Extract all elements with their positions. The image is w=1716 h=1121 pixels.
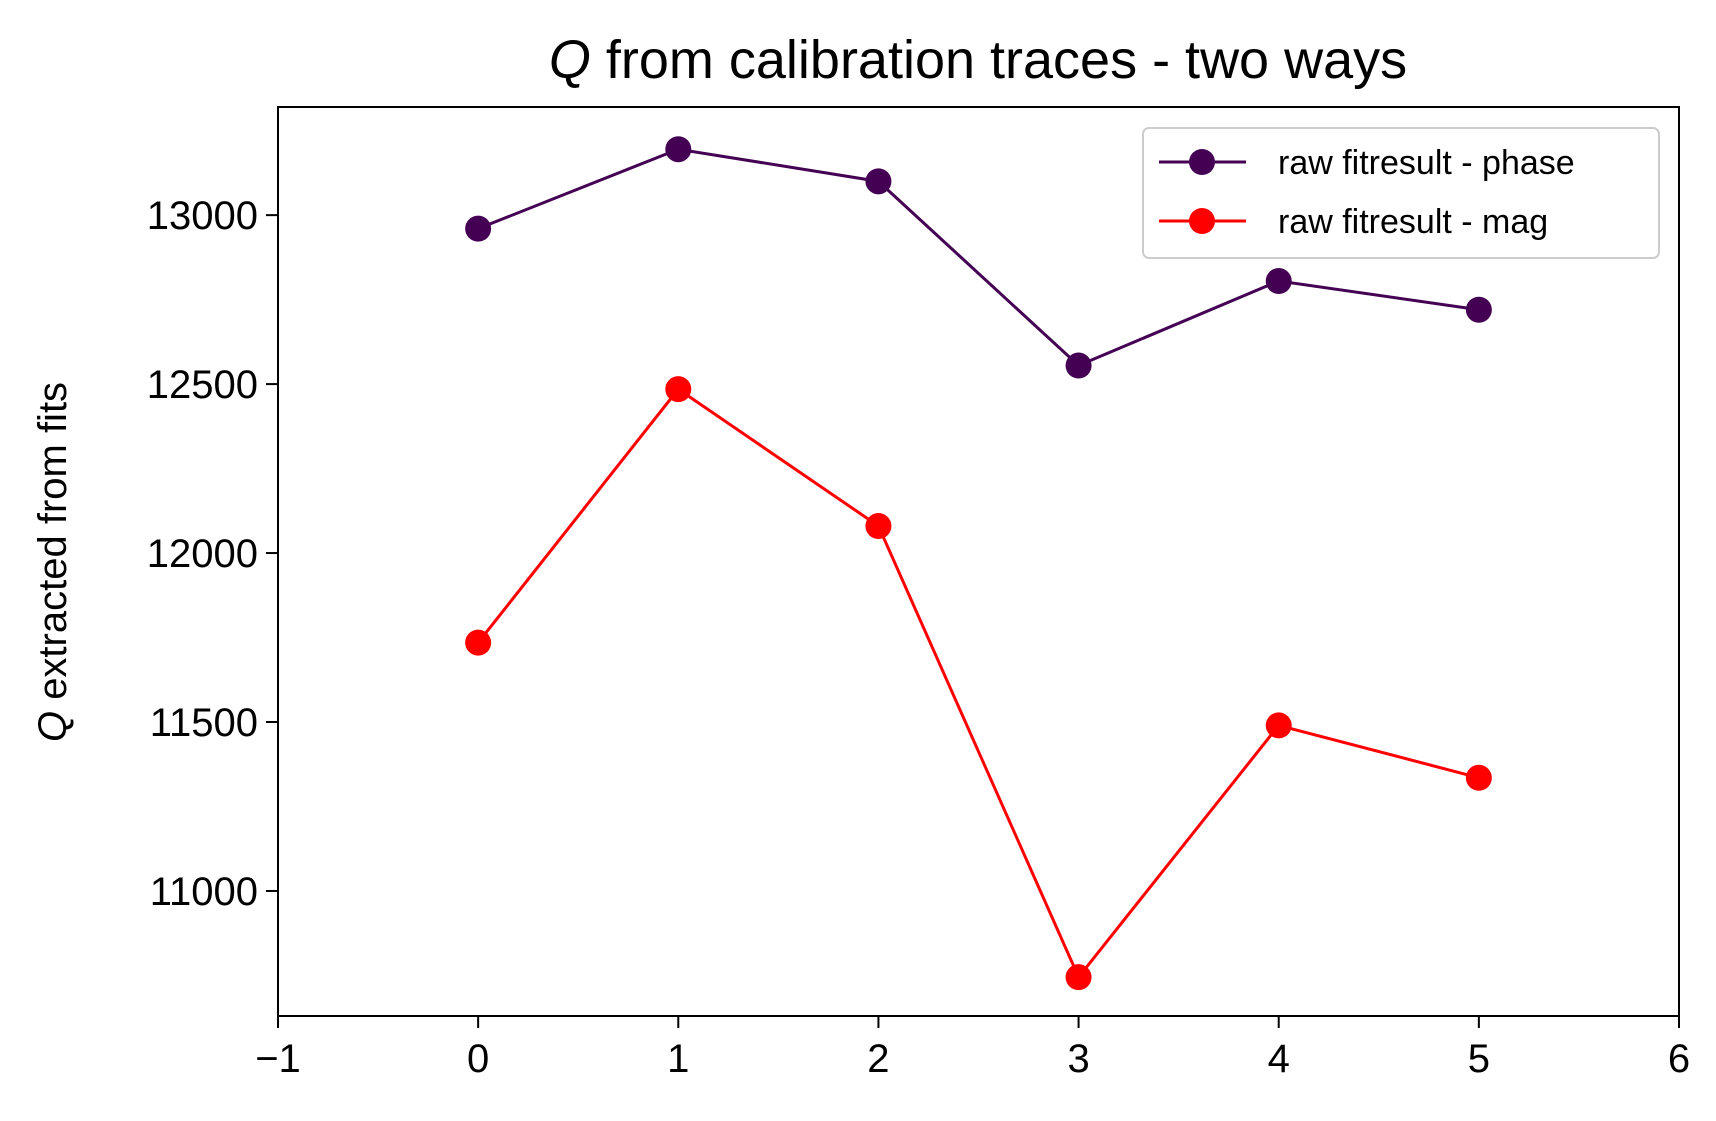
legend-box (1142, 127, 1660, 259)
x-tick-label: 5 (1468, 1037, 1490, 1081)
data-point (1265, 712, 1292, 739)
data-point (465, 629, 492, 656)
data-point (1265, 268, 1292, 295)
y-tick-label: 11000 (150, 870, 258, 914)
legend-label: raw fitresult - mag (1278, 203, 1548, 241)
legend-marker (1189, 149, 1215, 175)
legend-item: raw fitresult - mag (1159, 203, 1548, 241)
y-tick-label: 13000 (147, 194, 258, 238)
series-phase (465, 136, 1492, 379)
series-line (476, 387, 1480, 981)
x-tick-label: 3 (1067, 1037, 1089, 1081)
y-tick-label: 12500 (147, 363, 258, 407)
data-point (865, 513, 892, 540)
data-point (1065, 964, 1092, 991)
chart-title-text: from calibration traces - two ways (591, 30, 1407, 90)
y-axis-label: Q extracted from fits (31, 382, 75, 742)
plot-frame (277, 106, 1680, 1017)
x-tick-label: 6 (1668, 1037, 1690, 1081)
y-tick-label: 12000 (147, 532, 258, 576)
y-axis: 11000 11500 12000 12500 13000 (147, 194, 278, 914)
series-mag (465, 376, 1492, 991)
data-point (865, 168, 892, 195)
y-tick-label: 11500 (150, 701, 258, 745)
data-point (665, 376, 692, 403)
data-point (1065, 352, 1092, 379)
x-tick-label: 2 (867, 1037, 889, 1081)
x-axis: −1 0 1 2 3 4 5 6 (255, 1016, 1690, 1081)
legend-item: raw fitresult - phase (1159, 144, 1575, 182)
chart-title: Q from calibration traces - two ways (549, 30, 1407, 90)
legend-marker (1189, 208, 1215, 234)
y-axis-label-text: extracted from fits (31, 382, 75, 711)
x-tick-label: 4 (1268, 1037, 1290, 1081)
x-tick-label: 1 (667, 1037, 689, 1081)
x-tick-label: 0 (467, 1037, 489, 1081)
series-line (477, 147, 1480, 368)
plot-series (465, 136, 1492, 991)
data-point (1465, 764, 1492, 791)
data-point (1465, 296, 1492, 323)
x-tick-label: −1 (255, 1037, 301, 1081)
legend: raw fitresult - phase raw fitresult - mag (1142, 127, 1660, 259)
legend-label: raw fitresult - phase (1278, 144, 1575, 182)
data-point (665, 136, 692, 163)
chart-title-variable: Q (549, 30, 591, 90)
y-axis-label-variable: Q (31, 711, 75, 742)
data-point (465, 215, 492, 242)
